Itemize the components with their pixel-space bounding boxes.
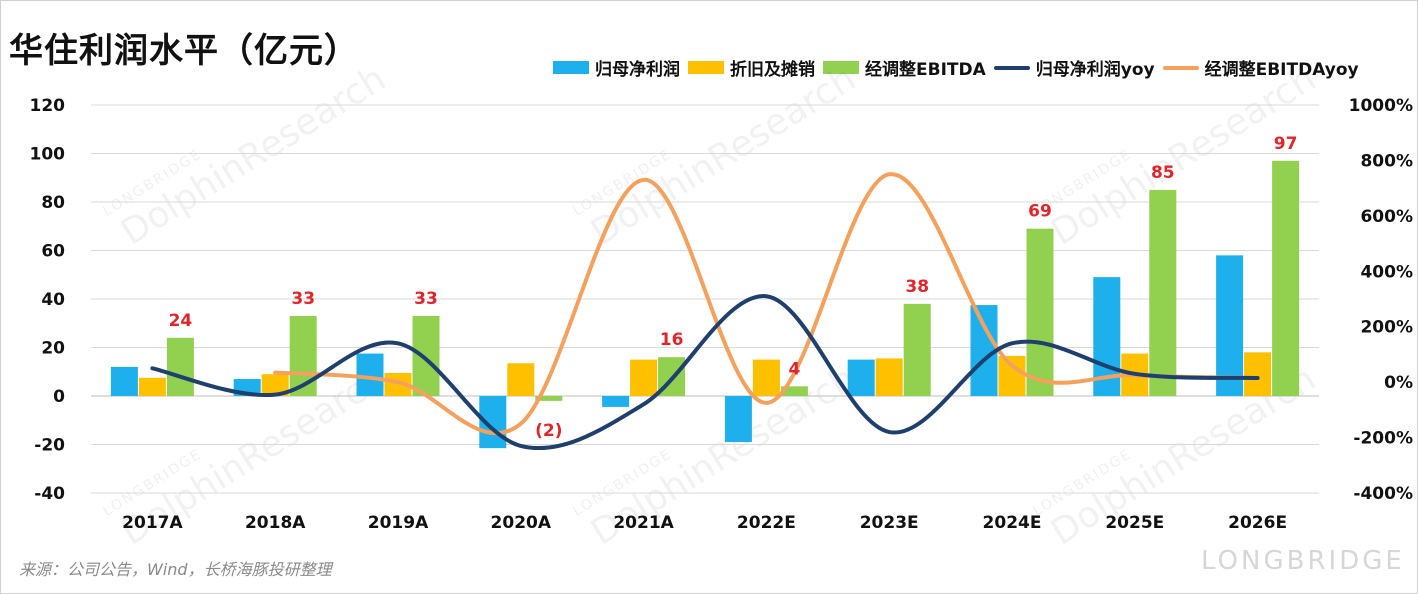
legend-item-net-profit-yoy: 归母净利润yoy (993, 55, 1155, 80)
y-right-tick-label: 800% (1360, 151, 1413, 171)
x-tick-label: 2026E (1228, 513, 1287, 533)
bar (261, 374, 289, 396)
data-label: 4 (788, 359, 800, 379)
data-label: 16 (660, 330, 684, 350)
x-tick-label: 2023E (860, 513, 919, 533)
bar (630, 359, 658, 396)
legend-item-net-profit: 归母净利润 (553, 55, 680, 80)
bar (412, 315, 440, 396)
bar (384, 372, 412, 396)
bar (138, 377, 166, 396)
line-ebitda-yoy (273, 172, 1260, 436)
bar (1026, 228, 1054, 396)
data-label: (2) (535, 421, 562, 441)
data-label: 97 (1274, 134, 1298, 154)
y-right-tick-label: -400% (1353, 484, 1413, 504)
y-left-tick-label: 20 (41, 339, 65, 359)
bar (356, 353, 384, 396)
y-right-tick-label: 200% (1360, 318, 1413, 338)
bar (602, 396, 630, 407)
bar (875, 358, 903, 396)
x-tick-label: 2024E (983, 513, 1042, 533)
legend-line-swatch (1162, 65, 1199, 70)
y-left-tick-label: -40 (34, 484, 65, 504)
data-label: 85 (1151, 163, 1175, 183)
x-tick-label: 2025E (1105, 513, 1164, 533)
x-tick-label: 2018A (245, 513, 306, 533)
legend-item-ebitda: 经调整EBITDA (823, 55, 986, 80)
bar (903, 303, 931, 396)
y-right-tick-label: -200% (1353, 429, 1413, 449)
bar (1149, 189, 1177, 396)
bar (1244, 352, 1272, 396)
y-right-tick-label: 600% (1360, 207, 1413, 227)
bar (1216, 255, 1244, 396)
y-left-tick-label: 60 (41, 242, 65, 262)
x-tick-label: 2019A (368, 513, 429, 533)
bar (535, 396, 563, 401)
legend-label: 经调整EBITDAyoy (1204, 60, 1359, 80)
legend: 归母净利润 折旧及摊销 经调整EBITDA 归母净利润yoy 经调整EBITDA… (553, 55, 1367, 80)
bar (998, 355, 1026, 396)
data-label: 38 (905, 277, 929, 297)
bar (780, 386, 808, 396)
legend-swatch (823, 61, 859, 74)
data-label: 33 (414, 289, 438, 309)
y-left-tick-label: 80 (41, 193, 65, 213)
bar (289, 315, 317, 396)
y-right-tick-label: 0% (1384, 373, 1413, 393)
legend-item-ebitda-yoy: 经调整EBITDAyoy (1162, 55, 1359, 80)
bar (166, 337, 194, 396)
y-left-tick-label: 100 (30, 145, 66, 165)
bar (507, 363, 535, 396)
y-right-tick-label: 400% (1360, 262, 1413, 282)
legend-label: 经调整EBITDA (865, 60, 986, 80)
y-right-tick-label: 1000% (1349, 96, 1413, 116)
legend-swatch (688, 61, 724, 74)
y-left-tick-label: 120 (30, 96, 66, 116)
chart-title: 华住利润水平（亿元） (9, 31, 359, 71)
brand-watermark: LONGBRIDGE (1201, 546, 1405, 576)
legend-label: 归母净利润yoy (1035, 60, 1155, 80)
x-tick-label: 2017A (122, 513, 183, 533)
data-label: 24 (169, 311, 193, 331)
legend-label: 归母净利润 (595, 60, 680, 80)
x-tick-label: 2022E (737, 513, 796, 533)
bar (110, 366, 138, 396)
line-net-profit-yoy (150, 294, 1260, 451)
bar (847, 359, 875, 396)
watermark-text: DolphinResearch (114, 58, 393, 254)
legend-label: 折旧及摊销 (730, 60, 815, 80)
bar (1272, 160, 1300, 396)
x-tick-label: 2021A (613, 513, 674, 533)
data-label: 69 (1028, 202, 1052, 222)
bar (724, 396, 752, 443)
legend-swatch (553, 61, 589, 74)
source-note: 来源：公司公告，Wind，长桥海豚投研整理 (19, 560, 332, 579)
y-left-tick-label: 40 (41, 290, 65, 310)
data-label: 33 (291, 289, 315, 309)
y-left-tick-label: -20 (34, 436, 65, 456)
bar (752, 359, 780, 396)
y-left-tick-label: 0 (53, 387, 65, 407)
legend-item-depreciation: 折旧及摊销 (688, 55, 815, 80)
legend-line-swatch (993, 65, 1030, 70)
x-tick-label: 2020A (491, 513, 552, 533)
watermark-text: DolphinResearch (584, 58, 863, 254)
